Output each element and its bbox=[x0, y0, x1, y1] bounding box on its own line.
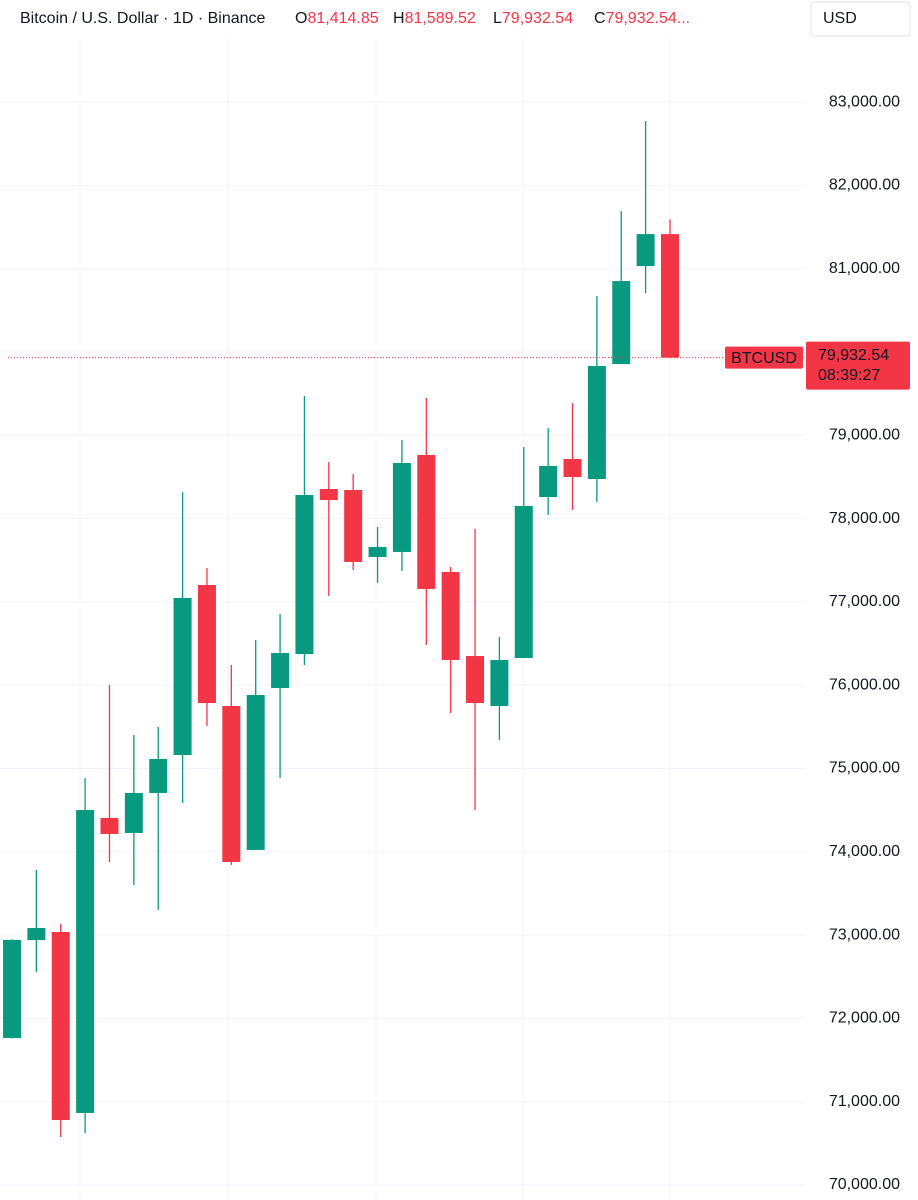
y-tick-label: 75,000.00 bbox=[829, 760, 900, 777]
candle-body bbox=[636, 234, 655, 267]
y-tick-label: 77,000.00 bbox=[829, 593, 900, 610]
candle-body bbox=[417, 455, 436, 589]
candle-body bbox=[246, 695, 265, 850]
currency-label[interactable]: USD bbox=[823, 10, 857, 27]
y-tick-label: 78,000.00 bbox=[829, 510, 900, 527]
candle-body bbox=[51, 932, 70, 1121]
symbol-tag: BTCUSD bbox=[731, 350, 797, 367]
vertical-grid bbox=[79, 0, 671, 1200]
symbol-title: Bitcoin / U.S. Dollar · 1D · Binance bbox=[20, 10, 266, 27]
candles bbox=[3, 121, 679, 1137]
price-axis: 70,000.00 71,000.00 72,000.00 73,000.00 74,0… bbox=[829, 93, 900, 1193]
y-tick-label: 81,000.00 bbox=[829, 260, 900, 277]
price-tag: 79,932.54 bbox=[818, 347, 889, 364]
candle-body bbox=[466, 656, 485, 704]
currency-button[interactable] bbox=[810, 1, 911, 37]
header: Bitcoin / U.S. Dollar · 1D · Binance O81… bbox=[20, 10, 690, 27]
candle-body bbox=[222, 706, 241, 862]
candle-body bbox=[490, 660, 509, 707]
price-tag-bg bbox=[806, 341, 910, 390]
ohlc-value: 79,932.54... bbox=[606, 10, 691, 27]
candle-body bbox=[197, 584, 216, 704]
overlay: BTCUSD 79,932.54 08:39:27 bbox=[8, 341, 910, 390]
candle-body bbox=[319, 488, 338, 500]
ohlc-key: H bbox=[393, 10, 405, 27]
header-bg bbox=[0, 0, 805, 38]
candle-body bbox=[27, 928, 46, 941]
candle-body bbox=[514, 505, 533, 659]
y-tick-label: 82,000.00 bbox=[829, 177, 900, 194]
candle-body bbox=[124, 792, 143, 833]
y-tick-label: 71,000.00 bbox=[829, 1093, 900, 1110]
candle-body bbox=[3, 939, 21, 1038]
ohlc-value: 79,932.54 bbox=[502, 10, 573, 27]
y-tick-label: 74,000.00 bbox=[829, 843, 900, 860]
candle-body bbox=[100, 817, 119, 834]
candle-body bbox=[612, 281, 631, 365]
y-tick-label: 70,000.00 bbox=[829, 1176, 900, 1193]
candle-body bbox=[539, 466, 558, 497]
y-tick-label: 76,000.00 bbox=[829, 676, 900, 693]
candle-body bbox=[344, 489, 363, 562]
candle-body bbox=[563, 459, 582, 478]
ohlc-key: L bbox=[493, 10, 502, 27]
symbol-tag-bg bbox=[725, 346, 803, 369]
candle-body bbox=[149, 758, 168, 793]
candle-body bbox=[660, 234, 679, 358]
candle-body bbox=[173, 597, 192, 755]
ohlc-key: C bbox=[594, 10, 606, 27]
grid bbox=[0, 101, 805, 1186]
candle-body bbox=[392, 463, 411, 552]
y-tick-label: 83,000.00 bbox=[829, 93, 900, 110]
candle-body bbox=[441, 571, 460, 661]
y-tick-label: 72,000.00 bbox=[829, 1010, 900, 1027]
candle-body bbox=[368, 546, 387, 557]
countdown: 08:39:27 bbox=[818, 367, 880, 384]
ohlc-value: 81,589.52 bbox=[405, 10, 476, 27]
ohlc-value: 81,414.85 bbox=[307, 10, 378, 27]
candle-body bbox=[587, 366, 606, 480]
candle-body bbox=[76, 809, 95, 1113]
y-tick-label: 79,000.00 bbox=[829, 426, 900, 443]
ohlc-key: O bbox=[295, 10, 307, 27]
y-tick-label: 73,000.00 bbox=[829, 926, 900, 943]
candle-body bbox=[271, 653, 290, 689]
candle-body bbox=[295, 494, 314, 655]
